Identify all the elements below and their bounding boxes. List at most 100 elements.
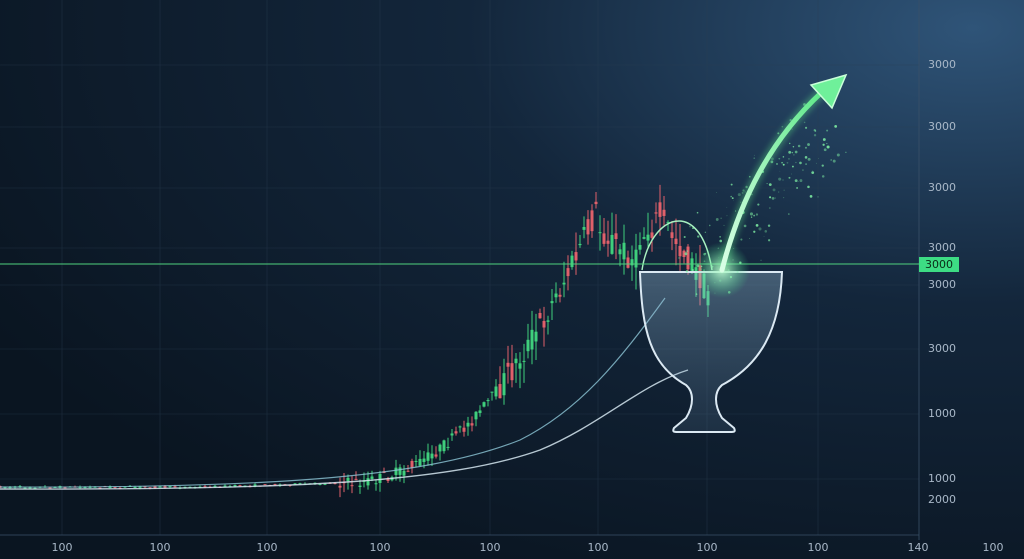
candle-body xyxy=(474,411,478,420)
sparkle xyxy=(782,156,785,158)
sparkle xyxy=(689,225,691,228)
candle-body xyxy=(594,201,598,205)
candle-body xyxy=(213,485,217,487)
sparkle xyxy=(821,164,824,167)
candle-body xyxy=(662,209,666,216)
candle-body xyxy=(566,268,570,277)
candle-body xyxy=(606,240,610,244)
sparkle xyxy=(757,203,760,206)
trend-curve xyxy=(0,297,666,488)
candle-body xyxy=(634,249,638,268)
sparkle xyxy=(726,206,728,208)
sparkle xyxy=(767,224,771,227)
sparkle xyxy=(791,173,793,175)
candle-body xyxy=(686,246,690,270)
y-axis-label: 3000 xyxy=(928,278,956,291)
sparkle xyxy=(804,146,807,149)
candle-body xyxy=(346,477,350,482)
sparkle xyxy=(766,183,768,185)
sparkle xyxy=(716,192,718,194)
candle-body xyxy=(63,487,67,489)
sparkle xyxy=(686,250,689,252)
candle-body xyxy=(642,237,646,239)
candle-body xyxy=(153,486,157,488)
candle-body xyxy=(374,483,378,485)
sparkle xyxy=(778,177,782,181)
sparkle xyxy=(789,142,791,145)
sparkle xyxy=(683,235,686,239)
candle-body xyxy=(666,221,670,223)
y-axis-label: 3000 xyxy=(928,120,956,133)
sparkle xyxy=(823,148,827,152)
candle-body xyxy=(398,467,402,475)
candle-body xyxy=(534,331,538,342)
sparkle xyxy=(797,144,801,148)
sparkle xyxy=(834,125,838,128)
sparkle xyxy=(809,195,813,198)
candle-body xyxy=(550,301,554,304)
sparkle xyxy=(696,211,699,214)
candle-body xyxy=(486,400,490,402)
sparkle xyxy=(807,143,810,146)
sparkle xyxy=(826,145,830,149)
y-axis-label: 3000 xyxy=(928,241,956,254)
y-axis-label: 2000 xyxy=(928,493,956,506)
sparkle xyxy=(804,156,808,159)
candle-body xyxy=(238,485,242,487)
sparkle xyxy=(740,238,743,241)
sparkle xyxy=(792,146,795,148)
sparkle xyxy=(799,179,803,183)
x-axis-label: 100 xyxy=(983,541,1004,554)
candle-body xyxy=(558,294,562,297)
sparkle xyxy=(730,195,733,198)
candle-body xyxy=(98,487,102,489)
candle-body xyxy=(263,484,267,486)
sparkle xyxy=(811,171,815,174)
sparkle xyxy=(692,227,694,229)
sparkle xyxy=(799,161,802,165)
sparkle xyxy=(796,186,799,189)
candle-body xyxy=(253,484,257,487)
candle-body xyxy=(442,440,446,452)
price-tag-box xyxy=(919,257,959,272)
sparkle xyxy=(804,126,808,129)
sparkle xyxy=(755,213,759,216)
candle-body xyxy=(293,483,297,485)
candle-body xyxy=(674,238,678,245)
candle-body xyxy=(446,446,450,448)
candle-body xyxy=(610,234,614,254)
candle-body xyxy=(438,444,442,452)
x-axis-label: 100 xyxy=(808,541,829,554)
candle-body xyxy=(83,487,87,489)
candle-body xyxy=(318,483,322,485)
y-axis-label: 3000 xyxy=(928,342,956,355)
candle-body xyxy=(578,243,582,246)
candle-body xyxy=(478,410,482,414)
candle-body xyxy=(48,487,52,489)
x-axis-label: 100 xyxy=(257,541,278,554)
candle-body xyxy=(622,242,626,260)
candle-body xyxy=(646,234,650,241)
sparkle xyxy=(818,158,820,159)
candle-body xyxy=(298,483,302,485)
sparkle xyxy=(709,224,711,227)
candle-body xyxy=(658,202,662,217)
sparkle xyxy=(726,215,728,217)
sparkle xyxy=(807,157,811,161)
candle-body xyxy=(530,329,534,350)
y-axis-label: 3000 xyxy=(928,58,956,71)
sparkle xyxy=(845,151,847,153)
candle-body xyxy=(33,487,37,489)
candle-body xyxy=(354,478,358,480)
candle-body xyxy=(682,250,686,257)
sparkle xyxy=(719,239,723,243)
candle-body xyxy=(470,423,474,426)
candle-body xyxy=(526,339,530,352)
sparkle xyxy=(793,154,795,156)
sparkle xyxy=(684,252,688,256)
candle-body xyxy=(458,426,462,428)
candle-body xyxy=(426,452,430,461)
sparkle xyxy=(753,154,755,156)
candle-body xyxy=(422,458,426,462)
candle-body xyxy=(618,249,622,255)
